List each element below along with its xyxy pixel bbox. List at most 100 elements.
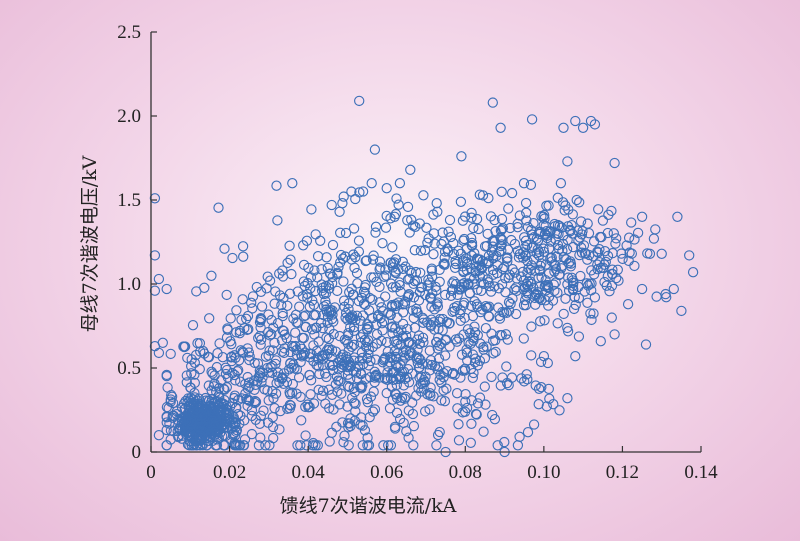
y-tick-label: 2.5 — [117, 22, 141, 43]
data-point — [340, 227, 352, 239]
data-point — [496, 186, 507, 197]
data-point — [636, 283, 648, 295]
data-point — [668, 283, 679, 295]
data-point — [582, 254, 593, 265]
data-point — [533, 399, 544, 410]
data-point — [672, 211, 683, 222]
data-point — [327, 239, 339, 251]
data-point — [243, 395, 255, 406]
data-point — [204, 426, 215, 438]
data-point — [425, 355, 437, 366]
data-point — [490, 226, 501, 237]
data-point — [651, 291, 662, 302]
data-point — [226, 355, 237, 367]
data-point — [570, 299, 581, 311]
data-point — [526, 321, 537, 332]
data-point — [601, 280, 612, 291]
data-point — [502, 252, 513, 263]
data-point — [161, 424, 172, 436]
data-point — [262, 417, 274, 428]
data-point — [258, 405, 269, 416]
data-point — [370, 227, 381, 238]
data-point — [270, 355, 282, 366]
data-point — [439, 396, 451, 407]
data-point — [374, 256, 386, 267]
data-point — [149, 193, 161, 204]
data-point — [467, 349, 479, 360]
data-point — [238, 251, 249, 262]
data-point — [428, 317, 439, 328]
data-point — [381, 210, 392, 222]
data-point — [485, 286, 497, 297]
data-point — [321, 252, 332, 263]
data-point — [385, 373, 397, 384]
data-point — [269, 298, 280, 309]
data-point — [338, 191, 349, 202]
data-point — [622, 299, 634, 310]
data-point — [487, 97, 498, 108]
data-point — [356, 412, 367, 423]
data-point — [432, 206, 443, 217]
data-point — [482, 258, 494, 269]
data-point — [490, 346, 501, 358]
data-point — [296, 415, 307, 426]
data-point — [286, 268, 297, 280]
data-point — [483, 311, 495, 322]
data-point — [503, 305, 515, 316]
data-point — [375, 262, 386, 273]
data-point — [569, 291, 580, 303]
data-point — [270, 286, 281, 297]
data-point — [173, 423, 185, 434]
data-point — [364, 412, 375, 423]
data-point — [474, 265, 485, 276]
data-point — [221, 382, 232, 393]
data-point — [623, 255, 634, 267]
data-point — [354, 187, 365, 198]
data-point — [406, 267, 417, 279]
data-point — [567, 284, 579, 296]
data-point — [348, 382, 359, 394]
x-tick-label: 0 — [146, 462, 156, 483]
data-point — [488, 348, 499, 359]
data-point — [255, 432, 266, 443]
data-point — [194, 430, 206, 441]
data-point — [472, 398, 484, 409]
data-point — [471, 299, 483, 310]
data-point — [589, 119, 601, 130]
data-point — [552, 239, 564, 251]
data-point — [271, 180, 282, 191]
data-point — [509, 267, 520, 278]
data-point — [422, 237, 433, 248]
data-point — [468, 335, 479, 346]
data-point — [243, 347, 255, 358]
data-point — [624, 247, 635, 258]
data-point — [313, 384, 324, 395]
data-point — [381, 183, 392, 194]
data-point — [519, 376, 530, 387]
data-point — [408, 420, 420, 432]
data-point — [576, 247, 588, 258]
data-point — [153, 430, 165, 441]
x-tick-label: 0.02 — [213, 462, 246, 483]
data-point — [331, 421, 342, 432]
data-point — [211, 426, 222, 437]
data-point — [460, 389, 471, 400]
data-point — [450, 256, 461, 267]
data-point — [526, 350, 537, 361]
data-point — [235, 345, 246, 356]
data-point — [331, 371, 343, 382]
data-point — [333, 261, 344, 273]
data-point — [211, 440, 223, 451]
data-point — [244, 354, 255, 366]
data-point — [277, 265, 288, 276]
data-point — [290, 309, 302, 320]
data-point — [656, 248, 667, 259]
data-point — [221, 289, 232, 301]
data-point — [284, 288, 296, 299]
data-point — [528, 254, 540, 265]
data-point — [211, 386, 222, 397]
data-point — [442, 246, 454, 257]
data-point — [295, 440, 306, 451]
data-point — [465, 437, 476, 448]
data-point — [300, 430, 311, 441]
